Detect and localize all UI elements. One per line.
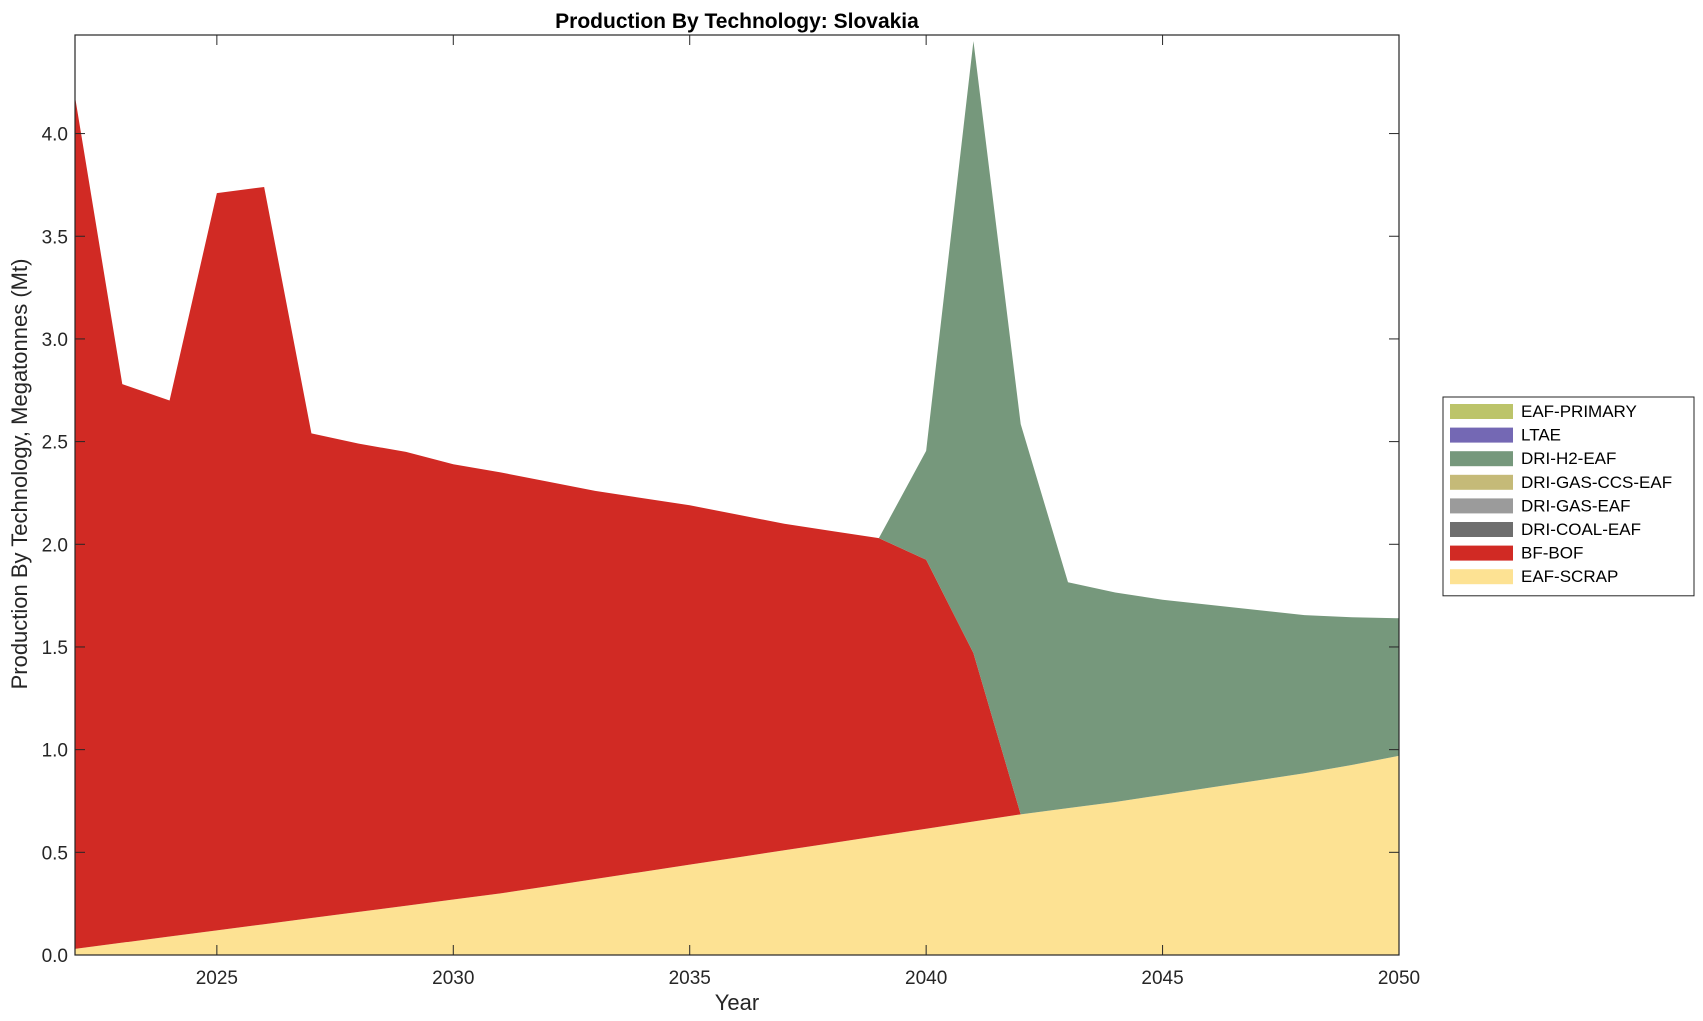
y-tick-label: 0.0 bbox=[42, 946, 68, 967]
y-tick-label: 0.5 bbox=[42, 843, 68, 864]
x-axis: 2025 2030 2035 2040 2045 2050 bbox=[196, 35, 1420, 989]
legend-swatch-dri-h2-eaf bbox=[1450, 451, 1513, 467]
axes-frame bbox=[74, 34, 1400, 956]
legend-label-dri-gas-ccs-eaf: DRI-GAS-CCS-EAF bbox=[1521, 473, 1672, 492]
legend-label-ltae: LTAE bbox=[1521, 426, 1561, 445]
legend-swatch-ltae bbox=[1450, 427, 1513, 443]
x-tick-label: 2050 bbox=[1378, 968, 1420, 989]
y-tick-label: 3.0 bbox=[42, 330, 68, 351]
x-tick-label: 2030 bbox=[432, 968, 474, 989]
legend-label-dri-coal-eaf: DRI-COAL-EAF bbox=[1521, 520, 1641, 539]
legend-swatch-eaf-scrap bbox=[1450, 569, 1513, 585]
legend-swatch-bf-bof bbox=[1450, 545, 1513, 561]
x-axis-label: Year bbox=[715, 990, 759, 1015]
legend: EAF-PRIMARY LTAE DRI-H2-EAF DRI-GAS-CCS-EAF… bbox=[1442, 396, 1695, 597]
legend-label-eaf-primary: EAF-PRIMARY bbox=[1521, 402, 1637, 421]
legend-swatch-dri-gas-ccs-eaf bbox=[1450, 474, 1513, 490]
legend-label-dri-h2-eaf: DRI-H2-EAF bbox=[1521, 449, 1616, 468]
y-tick-label: 2.0 bbox=[42, 535, 68, 556]
y-tick-label: 4.0 bbox=[42, 125, 68, 146]
y-axis-label: Production By Technology, Megatonnes (Mt… bbox=[7, 259, 32, 690]
legend-swatch-eaf-primary bbox=[1450, 404, 1513, 419]
x-tick-label: 2035 bbox=[669, 968, 711, 989]
area-eaf-scrap bbox=[75, 755, 1399, 955]
legend-label-bf-bof: BF-BOF bbox=[1521, 544, 1583, 563]
legend-swatch-dri-coal-eaf bbox=[1450, 522, 1513, 537]
area-bf-bof bbox=[75, 96, 1399, 949]
chart-title: Production By Technology: Slovakia bbox=[555, 10, 919, 33]
legend-label-dri-gas-eaf: DRI-GAS-EAF bbox=[1521, 496, 1631, 515]
legend-swatch-dri-gas-eaf bbox=[1450, 498, 1513, 514]
area-dri-h2-eaf bbox=[75, 41, 1399, 815]
y-tick-label: 2.5 bbox=[42, 433, 68, 454]
y-tick-label: 1.5 bbox=[42, 638, 68, 659]
y-tick-label: 3.5 bbox=[42, 227, 68, 248]
area-layers bbox=[75, 41, 1399, 955]
x-tick-label: 2025 bbox=[196, 968, 238, 989]
x-tick-label: 2045 bbox=[1141, 968, 1183, 989]
x-tick-label: 2040 bbox=[905, 968, 947, 989]
legend-label-eaf-scrap: EAF-SCRAP bbox=[1521, 567, 1618, 586]
y-tick-label: 1.0 bbox=[42, 741, 68, 762]
y-axis: 0.0 0.5 1.0 1.5 2.0 2.5 3.0 3.5 4.0 bbox=[42, 125, 1399, 967]
